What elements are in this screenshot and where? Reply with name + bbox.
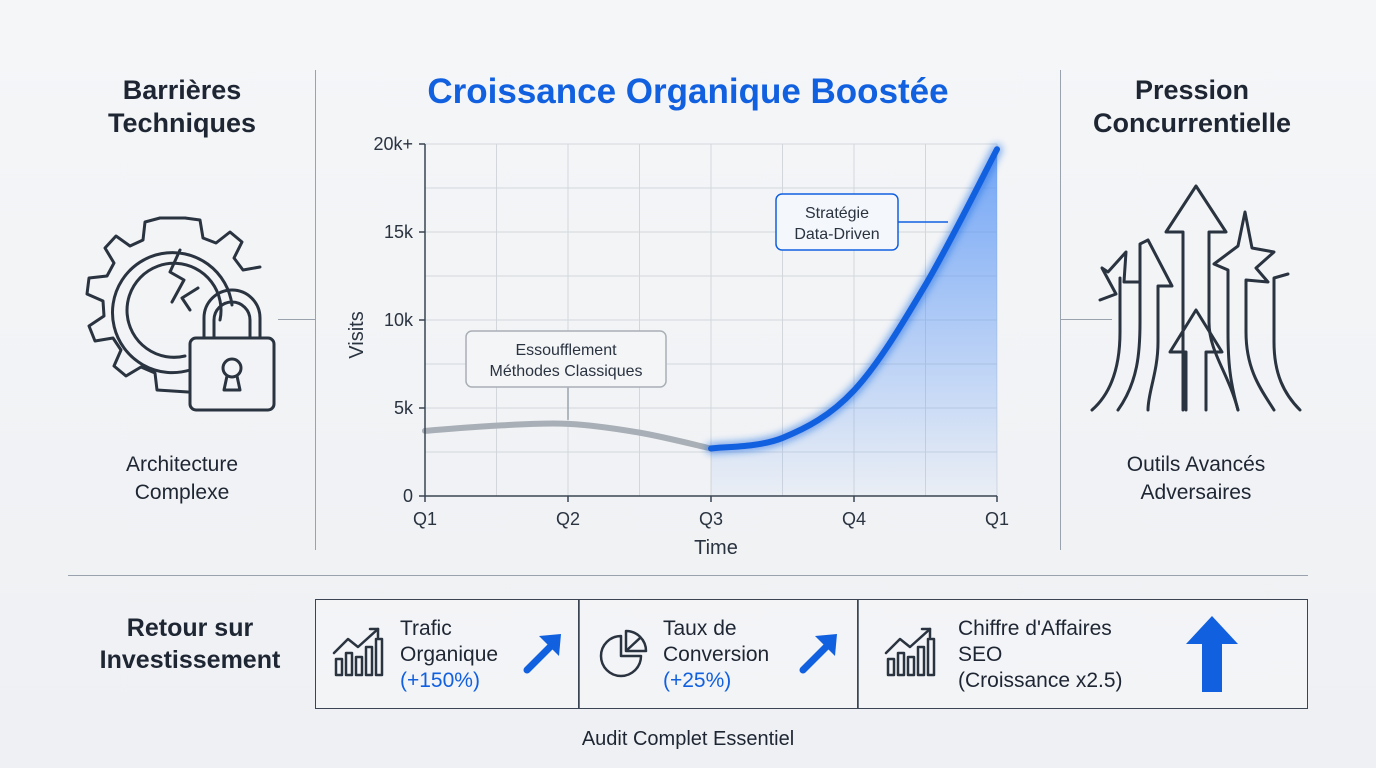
kpi-conversion: Taux de Conversion (+25%): [578, 599, 859, 709]
kpi-revenue-label: Chiffre d'Affaires SEO (Croissance x2.5): [958, 617, 1123, 692]
x-tick-label: Q3: [699, 509, 723, 529]
x-tick-label: Q2: [556, 509, 580, 529]
annotation-strategy-line2: Data-Driven: [794, 226, 879, 243]
y-axis-label: Visits: [346, 311, 368, 358]
annotation-classic-line2: Méthodes Classiques: [490, 363, 643, 380]
annotation-classic-box: [465, 330, 667, 388]
series-line-classic: [422, 420, 714, 452]
series-line-growth: [708, 146, 1000, 452]
left-connector: [278, 319, 315, 320]
x-tick-label: Q1: [985, 509, 1009, 529]
y-tick-label: 10k: [384, 310, 414, 330]
annotation-strategy-line1: Stratégie: [805, 205, 869, 222]
competing-arrows-icon: [1090, 184, 1302, 412]
kpi-traffic: Trafic Organique (+150%): [315, 599, 580, 709]
bar-chart-growth-icon: [884, 627, 936, 677]
x-axis-label: Time: [694, 537, 738, 559]
arrow-up-right-icon: [799, 634, 837, 674]
left-divider: [315, 70, 316, 550]
kpi-traffic-label: Trafic Organique (+150%): [400, 617, 499, 692]
x-tick-label: Q4: [842, 509, 866, 529]
arrow-up-icon: [1186, 616, 1238, 692]
growth-chart: 0 5k 10k 15k 20k+ Q1 Q2 Q3 Q4 Q1 Time Visits Essouf…: [346, 134, 1009, 559]
right-panel-subtitle: Outils Avancés Adversaires: [1126, 453, 1266, 504]
arrow-up-right-icon: [523, 634, 561, 674]
x-tick-label: Q1: [413, 509, 437, 529]
right-connector: [1060, 319, 1112, 320]
section-divider: [68, 575, 1308, 576]
right-divider: [1060, 70, 1061, 550]
left-panel-title: Barrières Techniques: [107, 75, 257, 138]
kpi-revenue: Chiffre d'Affaires SEO (Croissance x2.5): [857, 599, 1308, 709]
footer-caption: Audit Complet Essentiel: [581, 728, 795, 750]
gear-broken-lock-icon: [85, 216, 276, 412]
growth-area: [711, 149, 997, 496]
annotation-classic-line1: Essoufflement: [515, 342, 617, 359]
y-tick-label: 15k: [384, 222, 414, 242]
left-panel-subtitle: Architecture Complexe: [125, 453, 239, 504]
kpi-conversion-label: Taux de Conversion (+25%): [663, 617, 770, 692]
y-tick-label: 0: [403, 486, 413, 506]
bar-chart-growth-icon: [332, 627, 384, 677]
chart-title: Croissance Organique Boostée: [427, 72, 949, 111]
y-tick-label: 5k: [394, 398, 414, 418]
roi-title: Retour sur Investissement: [99, 614, 281, 674]
annotation-strategy-box: [775, 193, 899, 251]
right-panel-title: Pression Concurrentielle: [1092, 75, 1292, 138]
pie-chart-icon: [599, 629, 648, 678]
y-tick-label: 20k+: [373, 134, 413, 154]
